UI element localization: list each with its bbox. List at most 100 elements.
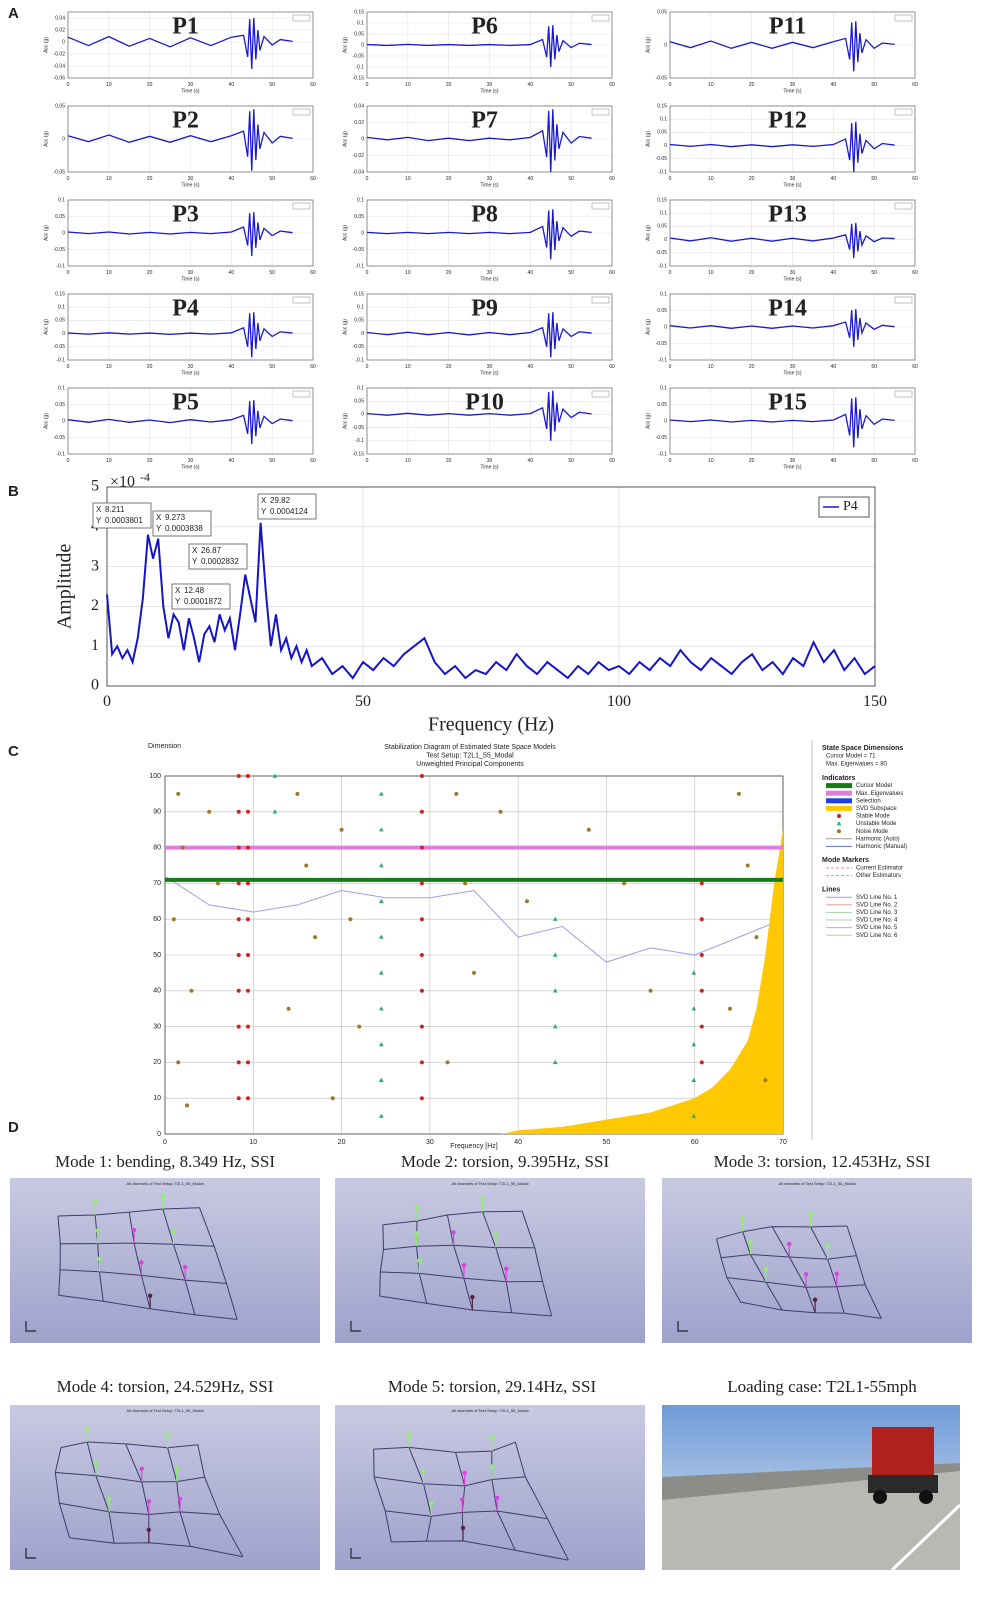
x-tick-label: 60: [691, 1139, 699, 1146]
axes-frame: [669, 293, 916, 361]
mode-marker: [379, 1077, 384, 1082]
mode-marker: [552, 1024, 558, 1029]
mesh-line: [54, 1447, 70, 1538]
photo-wheel: [919, 1490, 933, 1504]
sensor-head: [461, 1263, 467, 1268]
x-tick-label: 10: [106, 270, 112, 276]
mesh-line: [128, 1212, 151, 1309]
mode-title: Mode 2: torsion, 9.395Hz, SSI: [401, 1152, 610, 1171]
legend-entry: SVD Line No. 4: [856, 918, 898, 924]
signal-line: [366, 25, 592, 68]
x-tick-label: 40: [528, 364, 534, 370]
x-tick-label: 40: [528, 176, 534, 182]
sensor-head: [470, 1294, 475, 1300]
legend-heading: Lines: [822, 886, 840, 893]
x-tick-label: 20: [749, 82, 755, 88]
y-tick-label: -0.05: [656, 75, 668, 81]
x-tick-label: 100: [607, 693, 631, 710]
y-tick-label: 0.05: [657, 130, 667, 136]
sensor-head: [182, 1264, 188, 1270]
x-tick-label: 10: [405, 364, 411, 370]
legend-heading: Mode Markers: [822, 857, 869, 864]
subplot-title: P8: [471, 202, 498, 228]
legend-box: [591, 14, 610, 22]
x-tick-label: 60: [912, 176, 918, 182]
y-tick-label: 0: [62, 230, 65, 236]
datatip-y-label: Y: [156, 524, 162, 533]
legend-entry: Harmonic (Manual): [856, 844, 907, 850]
y-tick-label: -0.05: [353, 425, 365, 431]
x-axis-label: Time (s): [480, 276, 498, 282]
chart-title: Unweighted Principal Components: [416, 761, 524, 768]
mode-marker: [691, 970, 697, 975]
x-tick-label: 10: [405, 176, 411, 182]
plot-area: [107, 487, 875, 686]
sensor-head: [504, 1266, 509, 1271]
x-tick-label: 30: [188, 364, 194, 370]
panel-label: A: [8, 5, 19, 22]
x-tick-label: 60: [912, 82, 918, 88]
mode-marker: [379, 1113, 384, 1118]
axes-frame: [106, 486, 876, 687]
y-axis-label: Acc (g): [342, 319, 348, 335]
mode-marker: [339, 827, 344, 832]
y-tick-label: -0.1: [658, 263, 667, 269]
datatip-x-value: 12.48: [184, 586, 205, 595]
subplot-title: P15: [768, 390, 807, 416]
x-tick-label: 0: [669, 82, 672, 88]
legend-entry: Other Estimators: [856, 873, 901, 879]
mode-marker: [245, 845, 250, 850]
mode-marker: [245, 1024, 250, 1029]
signal-line: [67, 212, 293, 257]
y-tick-label: 0.1: [58, 385, 65, 391]
y-scale-factor: ×10: [110, 474, 135, 491]
signal-line: [67, 400, 293, 445]
x-tick-label: 20: [338, 1139, 346, 1146]
datatip-y-label: Y: [192, 557, 198, 566]
y-tick-label: 0.05: [354, 318, 364, 324]
y-axis-label: Acc (g): [43, 37, 49, 53]
y-axis-label: Acc (g): [43, 319, 49, 335]
legend-box: [818, 496, 870, 518]
y-tick-label: -0.1: [658, 169, 667, 175]
x-tick-label: 0: [67, 176, 70, 182]
y-tick-label: 90: [153, 809, 161, 816]
photo-wheel: [873, 1490, 887, 1504]
x-tick-label: 20: [749, 270, 755, 276]
datatip-box: [152, 510, 212, 537]
sensor-head: [97, 1256, 102, 1261]
x-tick-label: 30: [426, 1139, 434, 1146]
mode-marker: [754, 935, 759, 940]
x-tick-label: 60: [912, 270, 918, 276]
axes-frame: [67, 293, 314, 361]
x-tick-label: 0: [366, 458, 369, 464]
mode-marker: [472, 970, 476, 975]
y-tick-label: -0.1: [355, 64, 364, 70]
mode-marker: [185, 1103, 190, 1108]
mode-marker: [245, 1060, 250, 1065]
x-tick-label: 30: [790, 270, 796, 276]
y-tick-label: 0.15: [354, 9, 364, 15]
y-tick-label: 0: [62, 331, 65, 337]
y-tick-label: -0.04: [353, 169, 365, 175]
y-tick-label: 0.05: [354, 399, 364, 405]
y-tick-label: 0.15: [657, 103, 667, 109]
x-tick-label: 50: [568, 364, 574, 370]
axes-frame: [669, 387, 916, 455]
mode-marker: [171, 917, 176, 922]
mode-marker: [463, 881, 468, 886]
subplot-title: P5: [172, 390, 199, 416]
subplot-title: P1: [172, 14, 199, 40]
axis-triad: [677, 1321, 688, 1332]
datatip-x-label: X: [96, 505, 102, 514]
x-tick-label: 40: [831, 176, 837, 182]
legend-swatch: [837, 829, 841, 834]
sensor-head: [812, 1297, 818, 1302]
x-tick-label: 50: [269, 82, 275, 88]
mode-marker: [699, 1024, 704, 1029]
x-tick-label: 20: [446, 458, 452, 464]
x-tick-label: 0: [67, 458, 70, 464]
x-tick-label: 20: [147, 176, 153, 182]
y-tick-label: 0.1: [357, 20, 364, 26]
legend-heading: Indicators: [822, 775, 856, 782]
